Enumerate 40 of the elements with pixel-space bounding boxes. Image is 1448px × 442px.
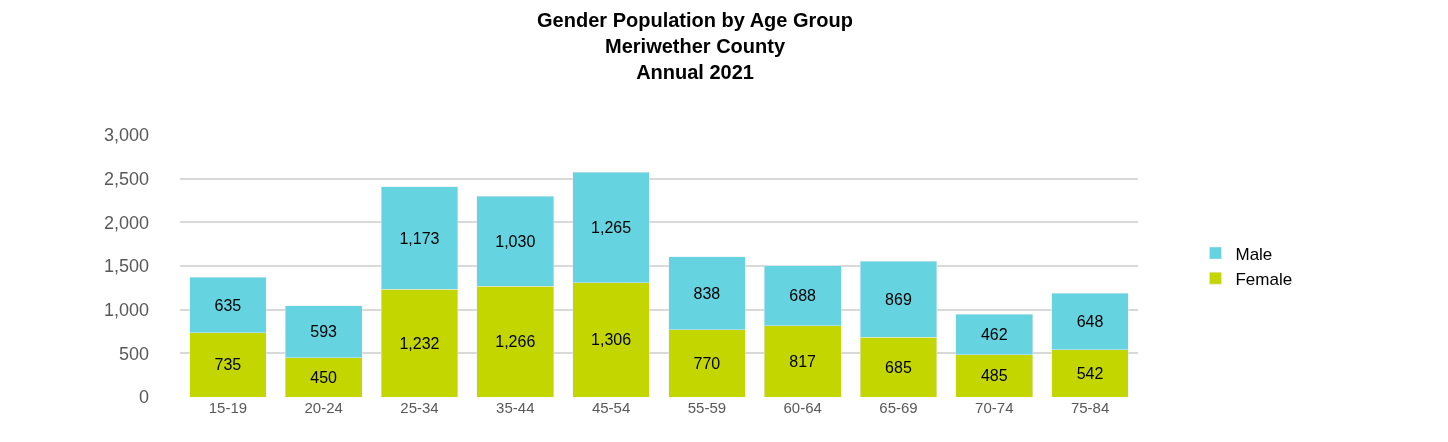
y-tick-label: 2,000 <box>103 212 149 233</box>
x-tick-label: 70-74 <box>975 399 1014 416</box>
y-tick-label: 2,500 <box>103 168 149 189</box>
x-tick-label: 60-64 <box>783 399 822 416</box>
data-label: 450 <box>310 368 338 386</box>
x-tick-label: 25-34 <box>400 399 439 416</box>
data-label: 735 <box>214 356 242 374</box>
y-tick-label: 1,000 <box>103 299 149 320</box>
chart-title: Gender Population by Age Group Meriwether County Annual 2021 <box>537 8 854 83</box>
x-tick-label: 45-54 <box>591 399 631 416</box>
y-tick-label: 3,000 <box>103 125 149 146</box>
data-label: 817 <box>789 352 817 370</box>
data-label: 462 <box>980 325 1008 343</box>
data-label: 542 <box>1076 364 1104 382</box>
legend-label: Male <box>1235 244 1273 264</box>
data-label: 869 <box>885 290 912 308</box>
data-label: 593 <box>310 323 338 341</box>
data-label: 1,266 <box>495 333 536 351</box>
data-label: 838 <box>693 284 721 302</box>
x-tick-label: 65-69 <box>879 399 918 416</box>
x-tick-label: 15-19 <box>208 399 248 416</box>
data-label: 770 <box>693 354 721 372</box>
data-label: 635 <box>214 296 242 314</box>
data-label: 1,265 <box>591 219 632 237</box>
data-label: 685 <box>885 358 912 376</box>
x-tick-label: 35-44 <box>496 399 535 416</box>
y-tick-label: 1,500 <box>103 256 149 277</box>
x-tick-label: 55-59 <box>687 399 727 416</box>
data-label: 485 <box>980 367 1008 385</box>
legend-label: Female <box>1235 269 1293 289</box>
data-label: 1,232 <box>399 334 440 352</box>
data-label: 1,030 <box>495 232 536 250</box>
data-label: 688 <box>789 287 817 305</box>
data-label: 1,306 <box>591 331 632 349</box>
data-label: 648 <box>1076 312 1104 330</box>
x-tick-label: 75-84 <box>1070 399 1110 416</box>
y-tick-label: 500 <box>118 343 149 364</box>
y-tick-label: 0 <box>138 387 149 408</box>
data-label: 1,173 <box>399 229 440 247</box>
x-tick-label: 20-24 <box>304 399 343 416</box>
